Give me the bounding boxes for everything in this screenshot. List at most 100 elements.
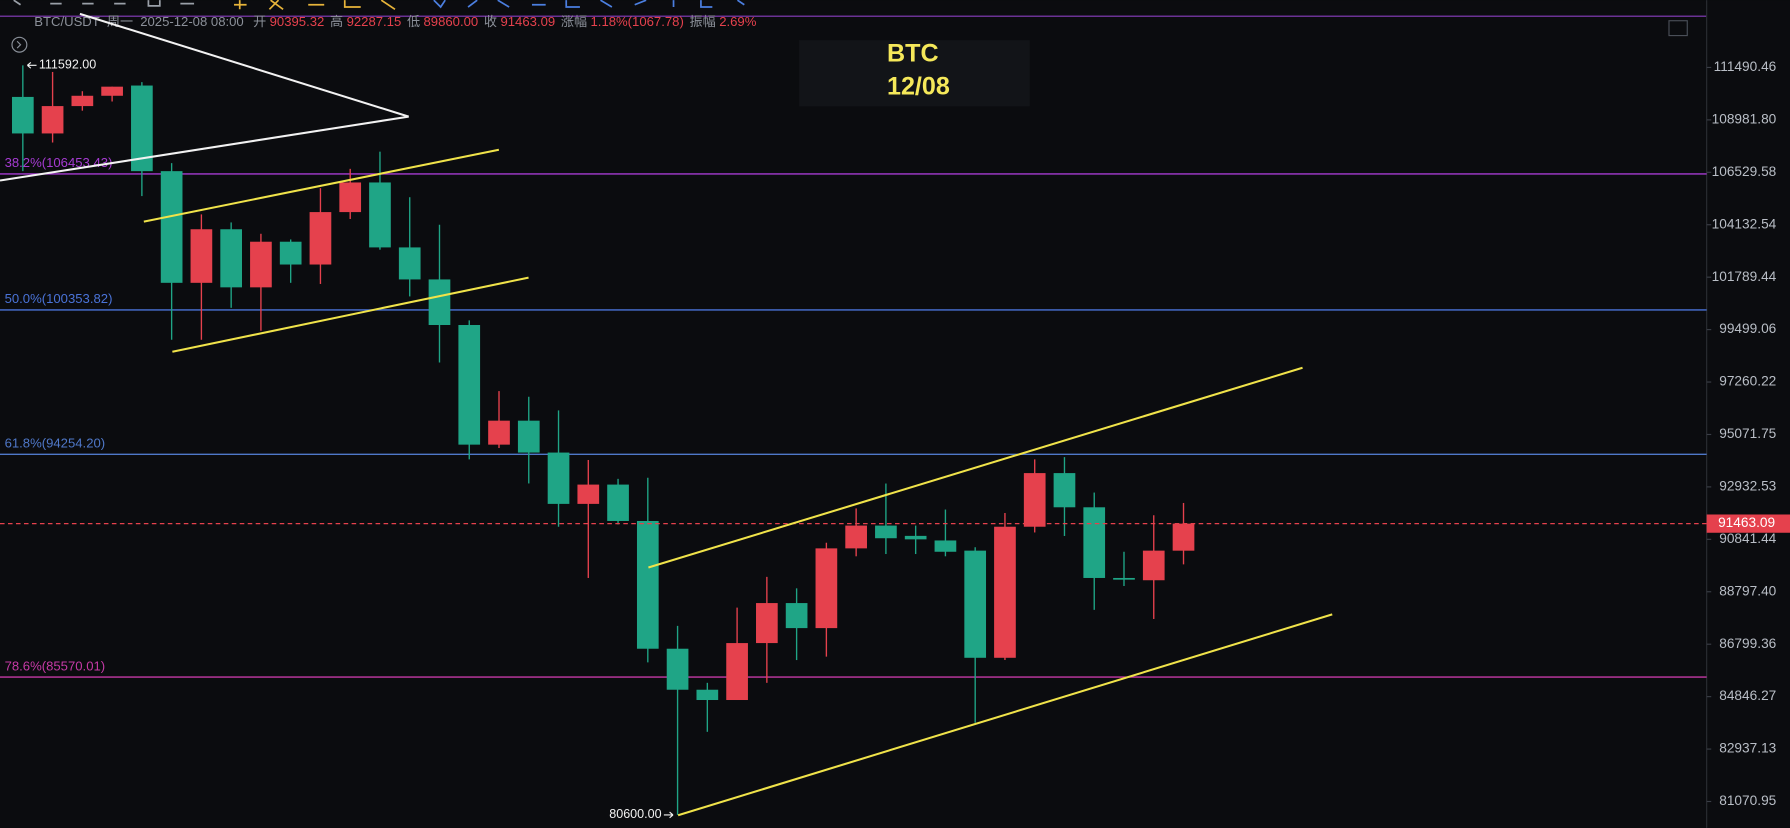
candle-body xyxy=(398,247,421,280)
candle-body xyxy=(934,540,957,552)
candle-body xyxy=(339,182,362,213)
field-value: 92287.15 xyxy=(347,14,402,29)
field-value: 2.69% xyxy=(719,14,757,29)
weekday: 周一 xyxy=(107,14,133,29)
candle-body xyxy=(1023,473,1046,527)
title-box xyxy=(799,40,1030,107)
candle-body xyxy=(101,86,123,96)
low-label: 80600.00 xyxy=(609,807,661,821)
channel-line xyxy=(172,276,529,353)
y-tick-label: 97260.22 xyxy=(1719,374,1776,389)
candle-body xyxy=(369,182,391,248)
candle-body xyxy=(904,535,927,540)
candle-body xyxy=(160,171,183,283)
field-value: 1.18%(1067.78) xyxy=(591,14,684,29)
trend-line xyxy=(0,115,409,182)
field-value: 91463.09 xyxy=(500,14,555,29)
candle-body xyxy=(517,420,540,453)
candle-body xyxy=(666,648,689,690)
candle-body xyxy=(71,95,94,107)
candle-body xyxy=(428,279,451,326)
layout-button[interactable] xyxy=(1668,20,1688,37)
datetime: 2025-12-08 08:00 xyxy=(140,14,244,29)
candle-body xyxy=(577,484,600,504)
candle-body xyxy=(547,452,570,504)
y-tick-label: 92932.53 xyxy=(1719,479,1776,494)
field-label: 收 xyxy=(484,14,497,29)
chart-title: BTC xyxy=(887,40,939,68)
candle-body xyxy=(131,85,153,172)
candle-body xyxy=(607,484,629,521)
field-value: 90395.32 xyxy=(270,14,325,29)
y-tick-label: 90841.44 xyxy=(1719,531,1776,546)
candle-body xyxy=(1113,577,1135,580)
y-tick-label: 84846.27 xyxy=(1719,688,1776,703)
y-tick-label: 99499.06 xyxy=(1719,321,1776,336)
fib-label: 78.6%(85570.01) xyxy=(5,658,106,673)
field-label: 低 xyxy=(407,14,420,29)
candle-body xyxy=(845,525,867,549)
trend-line xyxy=(79,12,409,118)
plot-area: 111490.46 108981.80 106529.58 104132.54 1017… xyxy=(0,58,1790,821)
candle-body xyxy=(756,603,778,644)
candle-body xyxy=(458,325,481,445)
candle-body xyxy=(696,689,719,701)
last-price-box xyxy=(1706,514,1790,533)
y-tick-label: 106529.58 xyxy=(1712,164,1777,179)
candle-body xyxy=(309,212,332,265)
channel-line xyxy=(648,366,1303,569)
field-value: 89860.00 xyxy=(424,14,479,29)
y-tick-label: 108981.80 xyxy=(1712,111,1777,126)
field-label: 高 xyxy=(330,13,343,29)
y-tick-label: 88797.40 xyxy=(1719,583,1776,598)
y-tick-label: 81070.95 xyxy=(1719,793,1776,808)
candle-body xyxy=(11,96,34,134)
y-tick-label: 82937.13 xyxy=(1719,741,1776,756)
ohlc-header: BTC/USDT 周一 2025-12-08 08:00 开 90395.32 高 9… xyxy=(34,13,756,29)
high-arrow xyxy=(27,62,37,69)
drawings xyxy=(0,12,1333,817)
y-tick-label: 95071.75 xyxy=(1719,426,1776,441)
candle-body xyxy=(220,229,243,288)
candle-body xyxy=(785,603,808,629)
y-tick-label: 86799.36 xyxy=(1719,636,1776,651)
field-label: 涨幅 xyxy=(561,14,587,29)
candle-body xyxy=(726,643,748,701)
candle-body xyxy=(875,525,897,539)
candle-body xyxy=(636,520,659,649)
field-label: 开 xyxy=(253,14,266,29)
chart-subtitle: 12/08 xyxy=(887,73,950,101)
candle-body xyxy=(1053,473,1076,508)
symbol: BTC/USDT xyxy=(34,14,100,29)
candle-body xyxy=(250,241,272,288)
channel-line xyxy=(143,148,500,223)
candle-body xyxy=(1083,507,1106,578)
candle-body xyxy=(1172,523,1195,551)
field-label: 振幅 xyxy=(690,14,716,29)
toolbar-icon[interactable] xyxy=(13,0,195,7)
collapse-icon xyxy=(16,40,22,49)
y-tick-label: 104132.54 xyxy=(1712,216,1777,231)
fib-label: 50.0%(100353.82) xyxy=(5,291,113,306)
y-tick-label: 101789.44 xyxy=(1712,269,1777,284)
candle-body xyxy=(964,550,987,658)
channel-line xyxy=(677,613,1333,817)
collapse-button[interactable] xyxy=(11,36,28,53)
toolbar[interactable] xyxy=(13,0,745,11)
fib-label: 38.2%(106453.43) xyxy=(5,155,113,170)
toolbar-icon[interactable] xyxy=(234,0,396,11)
candle-body xyxy=(488,420,510,445)
toolbar-icon[interactable] xyxy=(433,0,745,9)
candle-body xyxy=(190,229,213,283)
last-price-label: 91463.09 xyxy=(1718,515,1775,530)
low-arrow xyxy=(663,811,674,819)
candle-body xyxy=(41,106,64,134)
high-label: 111592.00 xyxy=(39,58,96,72)
candle-body xyxy=(994,526,1016,658)
candle-body xyxy=(279,241,302,265)
candle-body xyxy=(1142,550,1165,581)
fib-label: 61.8%(94254.20) xyxy=(5,436,106,451)
